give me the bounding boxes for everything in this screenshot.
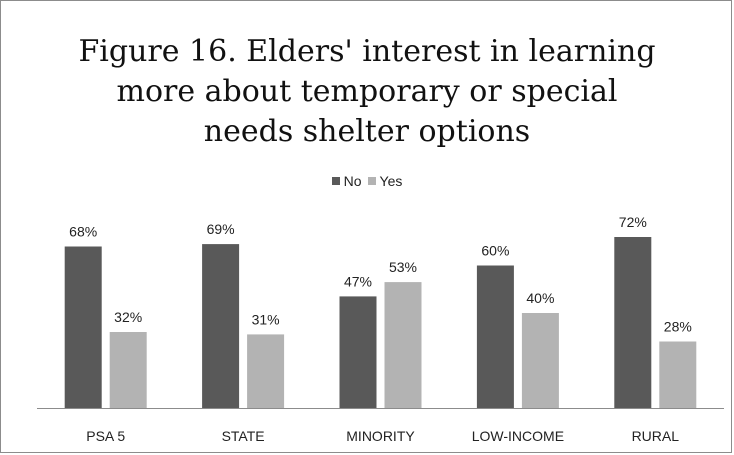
chart-title-line: needs shelter options <box>203 114 531 149</box>
legend-swatch <box>367 177 376 185</box>
bar-yes-minority <box>384 282 422 408</box>
data-label: 32% <box>114 309 142 325</box>
data-label: 68% <box>69 224 97 240</box>
data-label: 53% <box>389 259 417 275</box>
x-tick-label: MINORITY <box>346 428 415 444</box>
legend-swatch <box>331 177 340 185</box>
bar-no-minority <box>339 296 377 408</box>
legend-item-no: No <box>331 173 362 189</box>
data-label: 28% <box>664 319 692 335</box>
chart-title-line: Figure 16. Elders' interest in learning <box>78 34 656 69</box>
x-tick-label: LOW-INCOME <box>472 428 564 444</box>
data-label: 40% <box>526 290 554 306</box>
bar-no-low-income <box>476 265 514 408</box>
chart-title: Figure 16. Elders' interest in learning m… <box>40 32 694 152</box>
x-tick-label: RURAL <box>632 428 680 444</box>
data-label: 60% <box>481 243 509 259</box>
legend-item-yes: Yes <box>367 173 403 189</box>
legend: No Yes <box>0 173 734 189</box>
data-label: 69% <box>207 221 235 237</box>
bar-yes-state <box>247 334 285 408</box>
bar-yes-low-income <box>521 313 559 408</box>
bar-no-rural <box>614 237 652 408</box>
data-label: 72% <box>619 214 647 230</box>
legend-label: Yes <box>379 173 403 189</box>
chart-title-line: more about temporary or special <box>116 74 618 109</box>
legend-label: No <box>343 173 362 189</box>
x-tick-label: PSA 5 <box>86 428 125 444</box>
x-tick-label: STATE <box>222 428 265 444</box>
bar-no-psa-5 <box>64 246 102 408</box>
data-label: 31% <box>252 311 280 327</box>
data-label: 47% <box>344 273 372 289</box>
bar-no-state <box>202 244 240 408</box>
bar-yes-psa-5 <box>109 332 147 408</box>
bar-yes-rural <box>659 341 697 408</box>
